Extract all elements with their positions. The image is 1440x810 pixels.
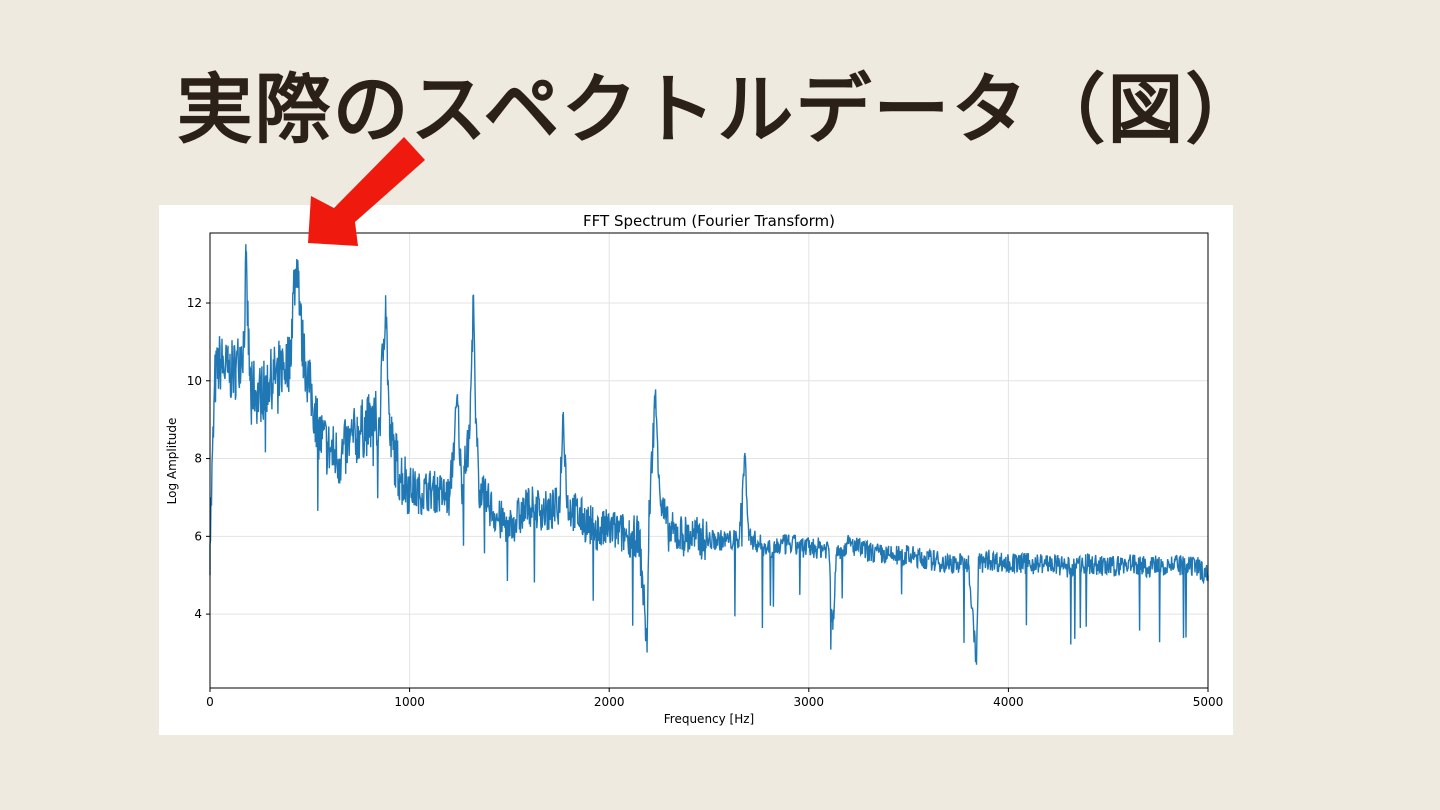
x-axis-label: Frequency [Hz] <box>664 712 755 726</box>
x-tick-label: 5000 <box>1193 695 1224 709</box>
ticks: 0 1000 2000 3000 4000 5000 4 6 8 10 12 <box>187 296 1224 709</box>
slide-title: 実際のスペクトルデータ（図） <box>176 65 1264 154</box>
y-tick-label: 8 <box>194 452 202 466</box>
x-tick-label: 1000 <box>394 695 425 709</box>
chart-title: FFT Spectrum (Fourier Transform) <box>583 212 835 230</box>
x-tick-label: 2000 <box>594 695 625 709</box>
y-tick-label: 10 <box>187 374 202 388</box>
series-line <box>209 244 1209 665</box>
x-tick-label: 3000 <box>794 695 825 709</box>
chart-figure: 0 1000 2000 3000 4000 5000 4 6 8 10 12 FFT Spectru… <box>159 205 1233 735</box>
y-axis-label: Log Amplitude <box>165 418 179 505</box>
y-tick-label: 6 <box>194 529 202 543</box>
plot-frame <box>209 232 1209 689</box>
fft-chart: 0 1000 2000 3000 4000 5000 4 6 8 10 12 FFT Spectru… <box>165 212 1224 726</box>
x-tick-label: 0 <box>206 695 214 709</box>
y-tick-label: 12 <box>187 296 202 310</box>
y-tick-label: 4 <box>194 607 202 621</box>
x-tick-label: 4000 <box>993 695 1024 709</box>
